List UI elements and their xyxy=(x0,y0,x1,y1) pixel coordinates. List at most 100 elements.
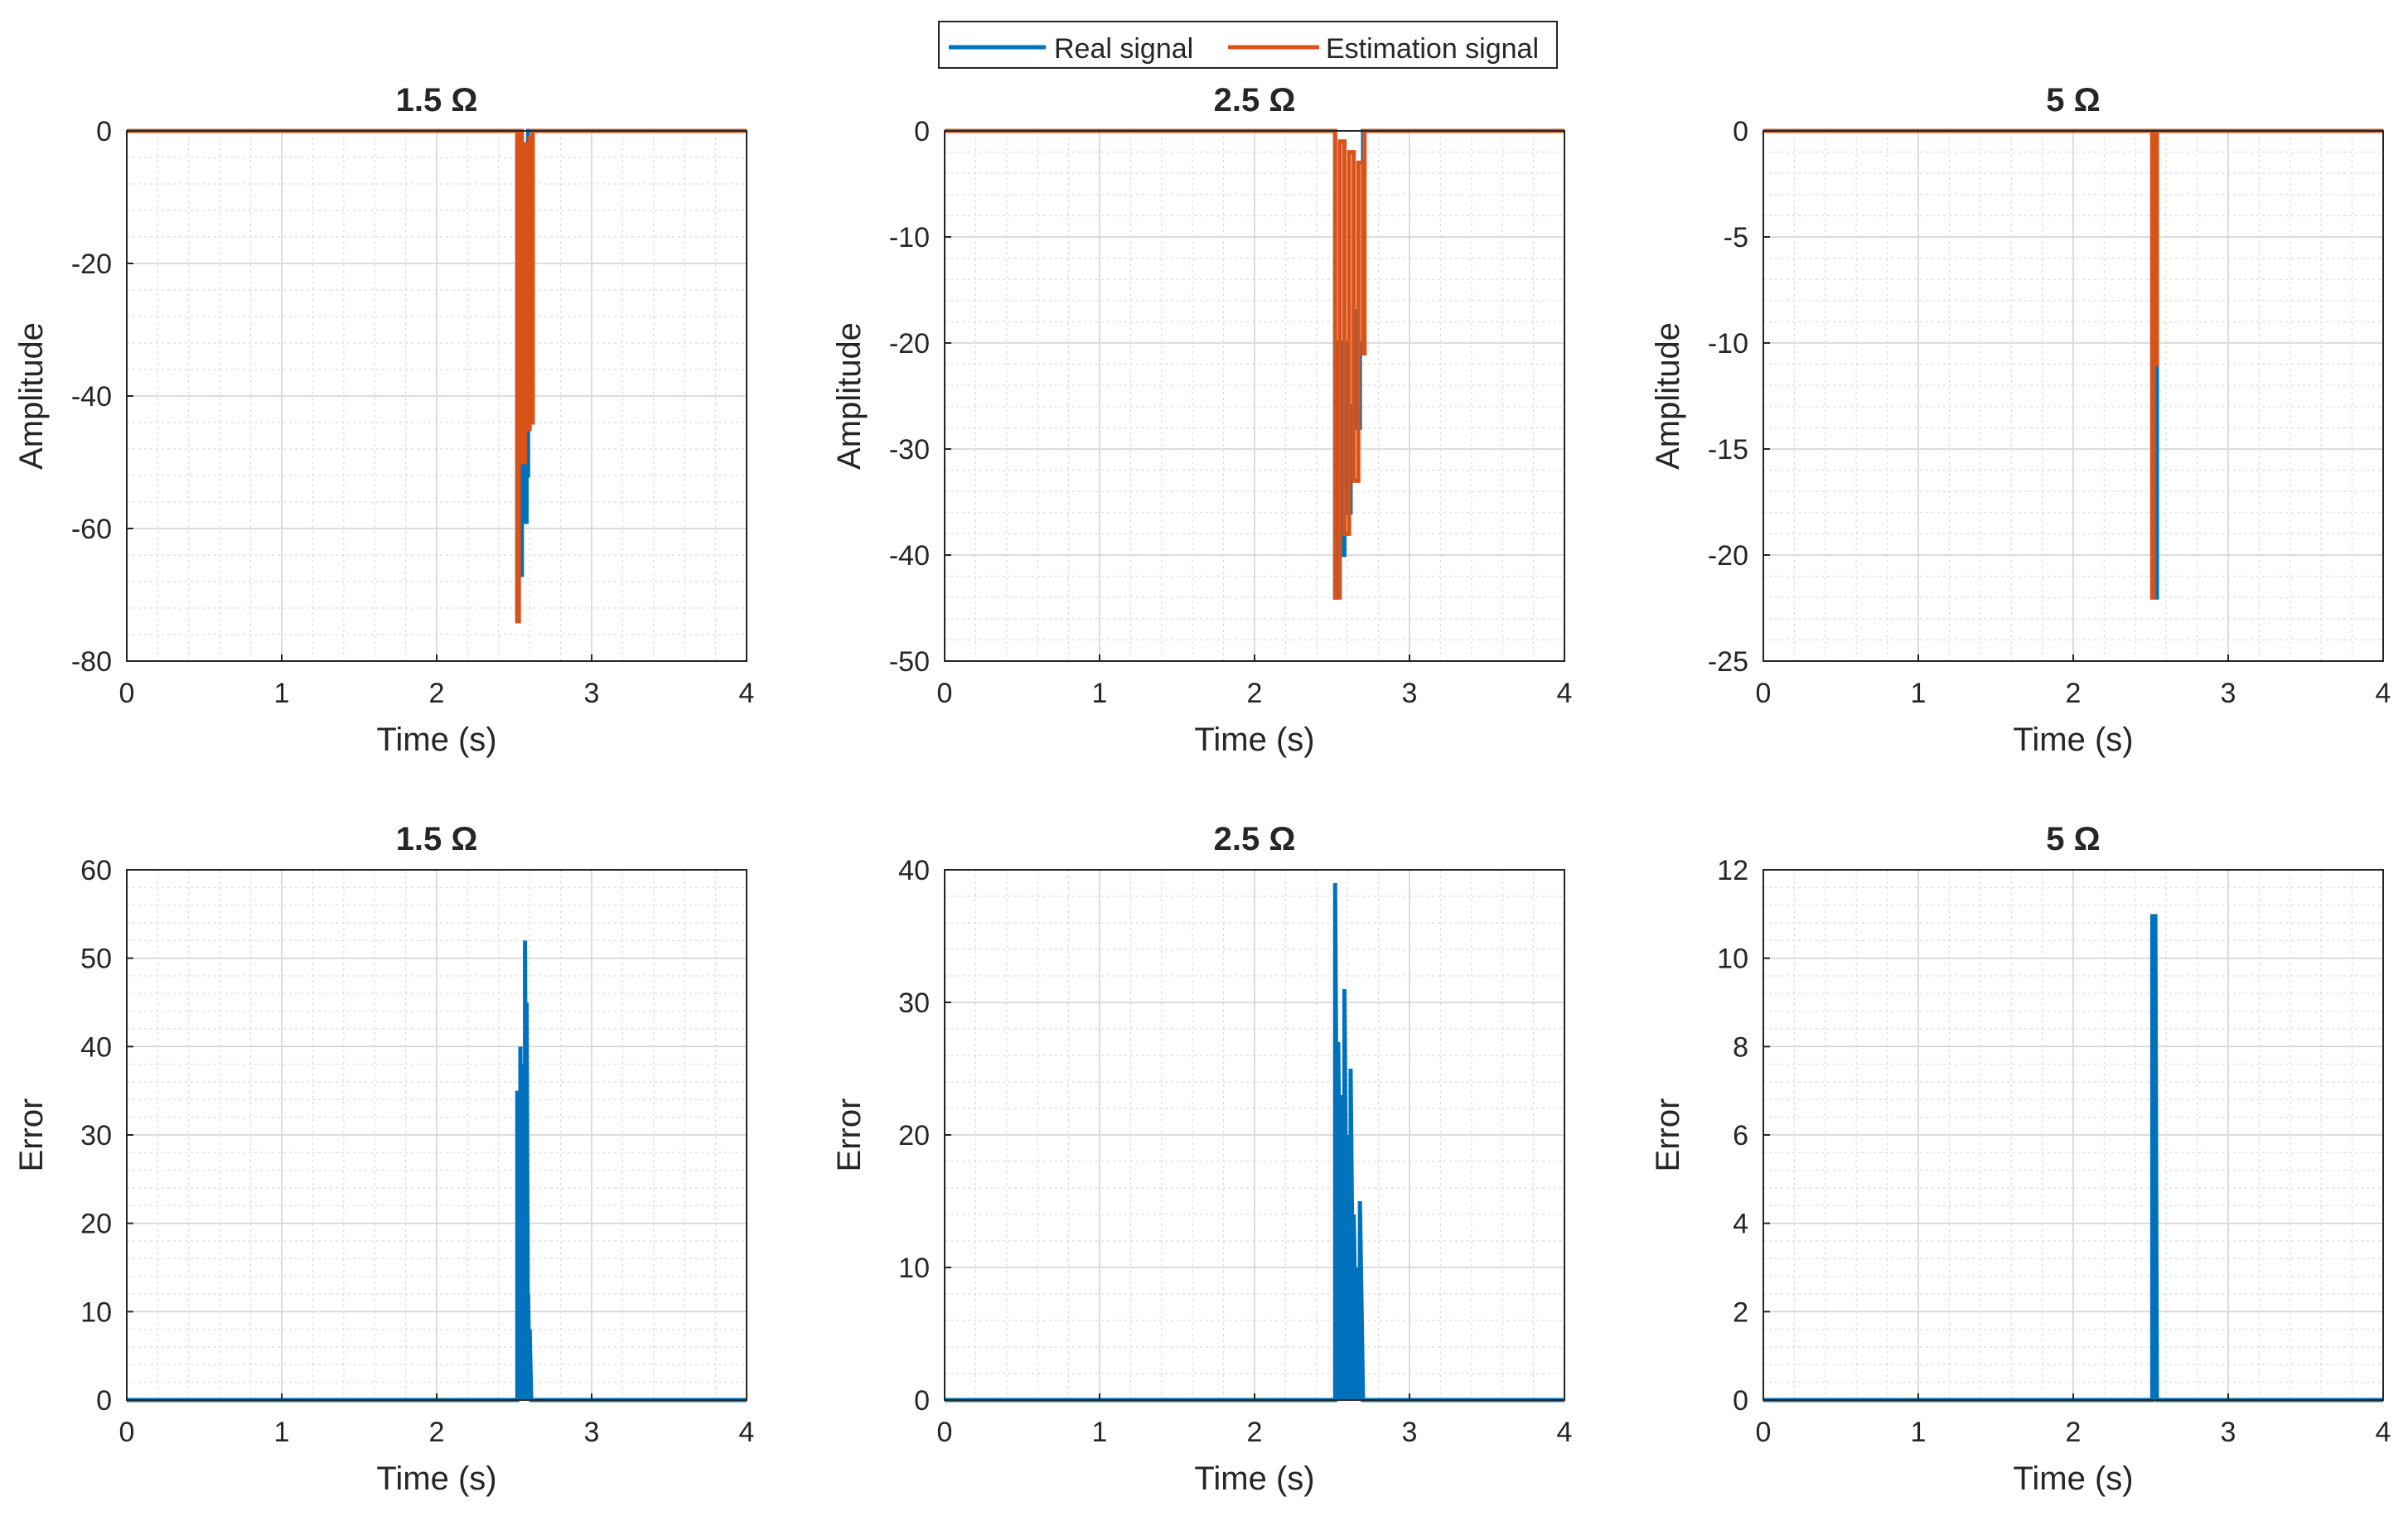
x-axis-label: Time (s) xyxy=(2013,722,2133,758)
x-tick-label: 4 xyxy=(739,678,755,709)
x-tick-label: 1 xyxy=(274,1417,290,1448)
y-tick-label: 20 xyxy=(80,1209,112,1240)
x-tick-label: 3 xyxy=(1402,1417,1418,1448)
y-axis-label: Amplitude xyxy=(13,322,50,470)
x-tick-label: 3 xyxy=(2221,1417,2236,1448)
y-tick-label: -40 xyxy=(71,381,112,413)
y-tick-label: 40 xyxy=(898,855,930,886)
x-tick-label: 0 xyxy=(119,678,135,709)
legend: Real signal Estimation signal xyxy=(938,21,1558,69)
x-tick-label: 0 xyxy=(937,1417,953,1448)
series-group xyxy=(127,128,747,624)
x-axis-label: Time (s) xyxy=(376,1460,496,1497)
series-line-estimation-signal xyxy=(127,128,747,624)
y-tick-label: 6 xyxy=(1733,1120,1748,1151)
subplot-title: 5 Ω xyxy=(2046,82,2100,118)
y-tick-label: -20 xyxy=(889,328,930,360)
x-tick-label: 1 xyxy=(1092,1417,1108,1448)
x-tick-label: 2 xyxy=(429,678,445,709)
series-line-error xyxy=(127,940,747,1403)
y-tick-label: 4 xyxy=(1733,1209,1748,1240)
subplot-title: 2.5 Ω xyxy=(1214,82,1296,118)
y-tick-label: -60 xyxy=(71,514,112,545)
y-tick-label: 12 xyxy=(1717,855,1748,886)
series-group xyxy=(945,882,1564,1403)
x-axis-label: Time (s) xyxy=(1194,1460,1314,1497)
y-tick-label: 8 xyxy=(1733,1031,1748,1063)
x-tick-label: 4 xyxy=(739,1417,755,1448)
series-group xyxy=(1763,914,2383,1403)
x-axis-label: Time (s) xyxy=(1194,722,1314,758)
y-tick-label: 0 xyxy=(914,1385,930,1417)
x-tick-label: 1 xyxy=(274,678,290,709)
y-tick-label: 10 xyxy=(1717,944,1748,975)
x-tick-label: 3 xyxy=(2221,678,2236,709)
series-group xyxy=(945,128,1564,600)
legend-label-real-signal: Real signal xyxy=(1054,33,1193,65)
subplot-amplitude-2-5-ohm: 0 1 2 3 4 -50 -40 -30 -20 -10 0 2.5 Ω Time (s) Amplit… xyxy=(831,82,1572,758)
y-tick-label: 30 xyxy=(80,1120,112,1151)
x-tick-label: 3 xyxy=(584,1417,600,1448)
x-axis-label: Time (s) xyxy=(376,722,496,758)
y-tick-label: 30 xyxy=(898,987,930,1019)
subplot-amplitude-1-5-ohm: 0 1 2 3 4 -80 -60 -40 -20 0 1.5 Ω Time (s) Amplitude xyxy=(13,82,754,758)
subplot-title: 1.5 Ω xyxy=(396,821,478,857)
x-tick-label: 1 xyxy=(1911,678,1927,709)
x-tick-label: 0 xyxy=(1756,1417,1772,1448)
y-tick-label: 0 xyxy=(1733,116,1748,147)
x-tick-label: 2 xyxy=(1247,678,1263,709)
y-tick-label: 0 xyxy=(96,1385,112,1417)
y-axis-label: Amplitude xyxy=(831,322,868,470)
y-tick-label: 60 xyxy=(80,855,112,886)
x-tick-label: 1 xyxy=(1911,1417,1927,1448)
subplot-title: 1.5 Ω xyxy=(396,82,478,118)
y-tick-label: -10 xyxy=(1708,328,1748,360)
y-tick-label: 2 xyxy=(1733,1296,1748,1328)
y-tick-label: -80 xyxy=(71,646,112,678)
x-tick-label: 0 xyxy=(937,678,953,709)
subplot-title: 5 Ω xyxy=(2046,821,2100,857)
x-tick-label: 4 xyxy=(1557,678,1573,709)
legend-box xyxy=(938,21,1558,69)
x-tick-label: 3 xyxy=(1402,678,1418,709)
series-line-error xyxy=(945,882,1564,1403)
x-tick-label: 4 xyxy=(2376,1417,2391,1448)
x-tick-label: 0 xyxy=(1756,678,1772,709)
y-tick-label: 10 xyxy=(80,1296,112,1328)
series-line-estimation-signal xyxy=(945,128,1564,600)
y-tick-label: -20 xyxy=(71,249,112,280)
subplot-amplitude-5-ohm: 0 1 2 3 4 -25 -20 -15 -10 -5 0 5 Ω Time (s) Amplitude xyxy=(1650,82,2391,758)
x-tick-label: 3 xyxy=(584,678,600,709)
y-axis-label: Error xyxy=(831,1098,868,1172)
x-tick-label: 2 xyxy=(429,1417,445,1448)
x-tick-label: 2 xyxy=(2066,678,2082,709)
y-axis-label: Error xyxy=(1650,1098,1686,1172)
x-tick-label: 0 xyxy=(119,1417,135,1448)
x-tick-label: 2 xyxy=(1247,1417,1263,1448)
y-tick-label: 0 xyxy=(914,116,930,147)
y-tick-label: -15 xyxy=(1708,434,1748,466)
subplot-title: 2.5 Ω xyxy=(1214,821,1296,857)
y-tick-label: -50 xyxy=(889,646,930,678)
x-tick-label: 1 xyxy=(1092,678,1108,709)
y-axis-label: Amplitude xyxy=(1650,322,1686,470)
x-tick-label: 4 xyxy=(2376,678,2391,709)
y-tick-label: -25 xyxy=(1708,646,1748,678)
y-tick-label: -5 xyxy=(1724,222,1748,253)
y-tick-label: 40 xyxy=(80,1031,112,1063)
series-line-error xyxy=(1763,914,2383,1403)
y-tick-label: -20 xyxy=(1708,540,1748,572)
x-tick-label: 2 xyxy=(2066,1417,2082,1448)
y-tick-label: -10 xyxy=(889,222,930,253)
y-tick-label: 0 xyxy=(1733,1385,1748,1417)
y-tick-label: 50 xyxy=(80,944,112,975)
legend-label-estimation-signal: Estimation signal xyxy=(1326,33,1539,65)
y-tick-label: 0 xyxy=(96,116,112,147)
y-tick-label: 20 xyxy=(898,1120,930,1151)
x-tick-label: 4 xyxy=(1557,1417,1573,1448)
y-tick-label: -40 xyxy=(889,540,930,572)
